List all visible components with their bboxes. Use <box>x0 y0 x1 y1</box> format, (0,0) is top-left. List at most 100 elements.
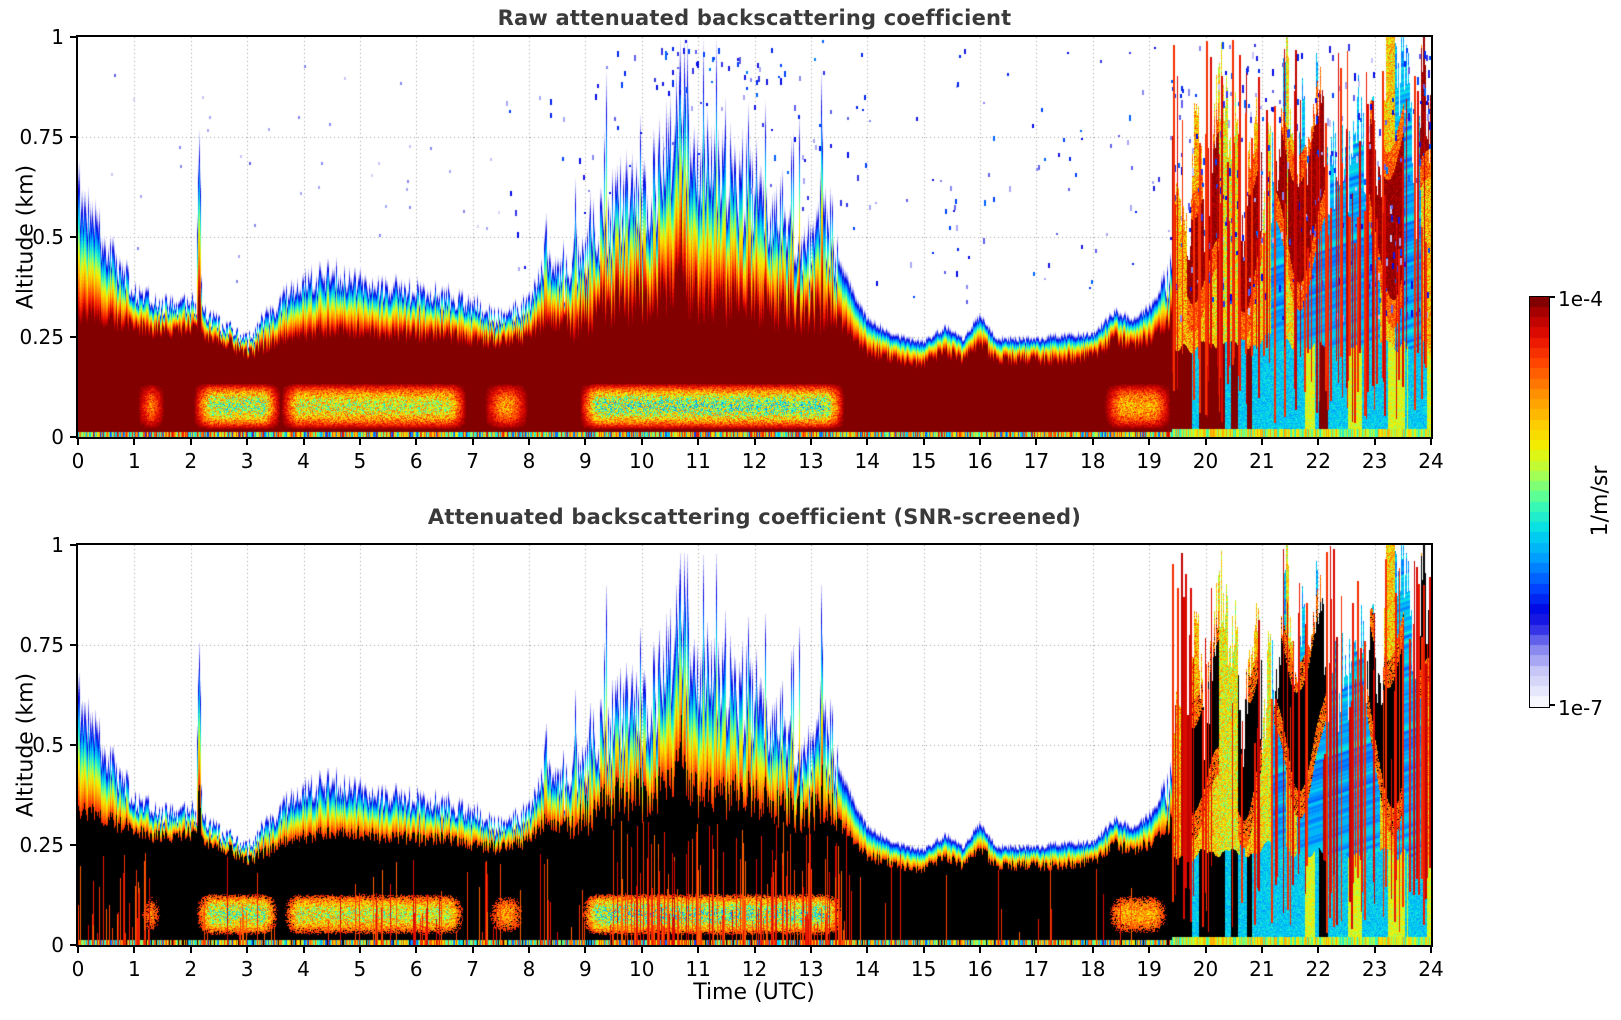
x-tick-mark <box>133 437 136 445</box>
x-tick-mark <box>1317 945 1320 953</box>
x-tick-label: 17 <box>1023 957 1050 981</box>
x-tick-mark <box>809 437 812 445</box>
x-tick-label: 15 <box>910 957 937 981</box>
x-tick-label: 21 <box>1249 449 1275 473</box>
x-tick-label: 2 <box>184 957 198 981</box>
x-tick-label: 23 <box>1361 449 1388 473</box>
x-tick-mark <box>1430 945 1432 953</box>
x-tick-label: 5 <box>353 957 367 981</box>
y-tick-mark <box>70 944 78 946</box>
x-tick-mark <box>584 945 587 953</box>
x-tick-label: 9 <box>579 449 592 473</box>
x-tick-label: 10 <box>629 449 655 473</box>
raw-heatmap-canvas <box>78 37 1431 437</box>
x-tick-mark <box>1373 945 1376 953</box>
x-tick-mark <box>415 945 418 953</box>
x-tick-label: 22 <box>1305 957 1331 981</box>
colorbar-max-label: 1e-4 <box>1558 287 1603 311</box>
x-tick-mark <box>640 945 643 953</box>
x-tick-label: 1 <box>128 449 141 473</box>
x-tick-mark <box>922 437 925 445</box>
x-tick-label: 24 <box>1418 957 1444 981</box>
x-tick-label: 11 <box>685 957 711 981</box>
y-tick-mark <box>70 236 78 238</box>
x-tick-mark <box>133 945 136 953</box>
x-tick-mark <box>358 945 361 953</box>
x-tick-label: 19 <box>1136 449 1162 473</box>
y-tick-mark <box>70 644 78 646</box>
x-tick-label: 18 <box>1080 957 1106 981</box>
x-tick-label: 24 <box>1418 449 1444 473</box>
y-tick-label: 0.75 <box>19 633 64 657</box>
y-tick-mark <box>70 136 78 138</box>
x-tick-mark <box>77 437 79 445</box>
colorbar-units-label: 1/m/sr <box>1588 465 1613 537</box>
x-tick-mark <box>471 437 474 445</box>
x-tick-label: 20 <box>1192 957 1219 981</box>
x-tick-label: 3 <box>240 449 254 473</box>
y-tick-label: 1 <box>51 25 64 49</box>
x-tick-mark <box>528 945 530 953</box>
x-tick-label: 6 <box>409 449 423 473</box>
screened-heatmap-canvas <box>78 545 1431 945</box>
x-tick-mark <box>1317 437 1320 445</box>
y-tick-label: 0.75 <box>19 125 64 149</box>
y-tick-label: 0 <box>51 933 64 957</box>
y-tick-label: 1 <box>51 533 64 557</box>
x-tick-mark <box>1260 437 1263 445</box>
x-tick-mark <box>1204 945 1207 953</box>
x-tick-label: 2 <box>184 449 198 473</box>
x-tick-mark <box>246 437 249 445</box>
x-tick-label: 23 <box>1361 957 1388 981</box>
colorbar-tick-min <box>1549 704 1555 706</box>
x-tick-label: 8 <box>522 957 536 981</box>
x-tick-mark <box>1148 437 1151 445</box>
y-tick-mark <box>70 844 78 846</box>
x-tick-mark <box>1373 437 1376 445</box>
x-tick-mark <box>1091 437 1094 445</box>
x-tick-mark <box>753 437 756 445</box>
x-tick-mark <box>809 945 812 953</box>
x-tick-label: 21 <box>1249 957 1275 981</box>
x-tick-mark <box>246 945 249 953</box>
x-tick-mark <box>979 437 981 445</box>
x-tick-mark <box>640 437 643 445</box>
x-tick-label: 4 <box>297 957 310 981</box>
x-tick-mark <box>302 437 305 445</box>
colorbar-min-label: 1e-7 <box>1558 696 1603 720</box>
raw-heatmap-panel <box>76 35 1433 439</box>
x-tick-mark <box>415 437 418 445</box>
raw-panel-title: Raw attenuated backscattering coefficien… <box>497 6 1012 30</box>
x-tick-mark <box>1430 437 1432 445</box>
x-tick-mark <box>471 945 474 953</box>
colorbar-tick-max <box>1549 296 1555 298</box>
y-tick-mark <box>70 436 78 438</box>
x-tick-label: 1 <box>128 957 141 981</box>
x-tick-mark <box>922 945 925 953</box>
x-tick-label: 6 <box>409 957 423 981</box>
x-tick-mark <box>1148 945 1151 953</box>
x-tick-mark <box>1035 945 1038 953</box>
x-tick-mark <box>189 437 192 445</box>
screened-heatmap-panel <box>76 543 1433 947</box>
x-tick-label: 7 <box>466 957 479 981</box>
x-tick-mark <box>866 945 869 953</box>
y-tick-mark <box>70 336 78 338</box>
x-tick-mark <box>753 945 756 953</box>
x-tick-label: 8 <box>522 449 536 473</box>
x-tick-label: 7 <box>466 449 479 473</box>
screened-panel-title: Attenuated backscattering coefficient (S… <box>427 505 1082 529</box>
x-tick-mark <box>189 945 192 953</box>
x-tick-label: 16 <box>967 449 993 473</box>
x-tick-mark <box>697 437 700 445</box>
colorbar <box>1529 296 1550 708</box>
y-tick-label: 0 <box>51 425 64 449</box>
x-tick-label: 0 <box>71 449 85 473</box>
x-tick-mark <box>1035 437 1038 445</box>
x-tick-label: 13 <box>798 449 824 473</box>
x-tick-label: 17 <box>1023 449 1050 473</box>
y-tick-mark <box>70 544 78 546</box>
x-tick-label: 22 <box>1305 449 1331 473</box>
x-tick-mark <box>528 437 530 445</box>
